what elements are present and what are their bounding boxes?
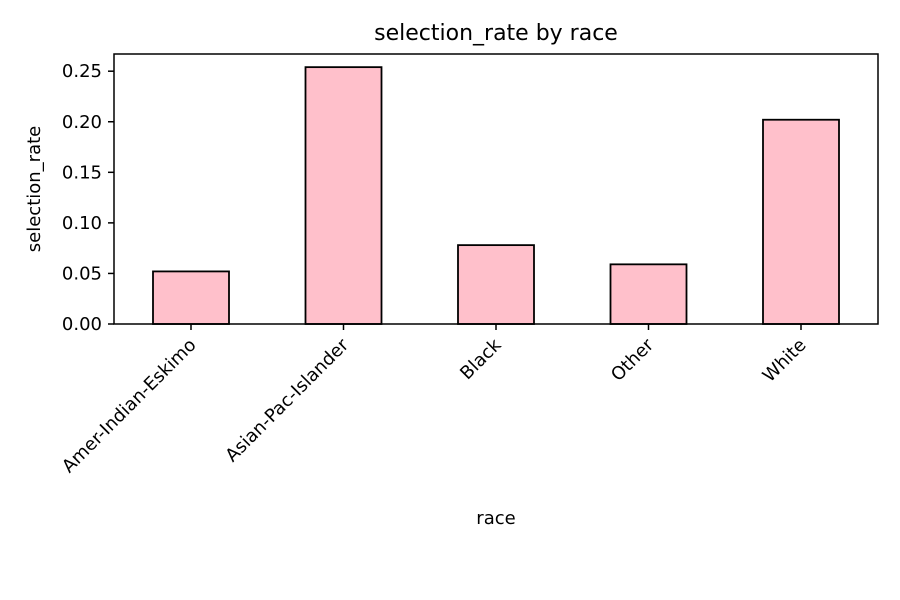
y-tick-label: 0.25 xyxy=(62,61,102,82)
bars-layer xyxy=(152,66,840,325)
bar-other xyxy=(609,263,688,325)
x-tick-label: Amer-Indian-Eskimo xyxy=(58,335,200,477)
y-tick-label: 0.00 xyxy=(62,314,102,335)
bar-black xyxy=(457,244,535,325)
y-tick-label: 0.10 xyxy=(62,213,102,234)
y-axis-ticks: 0.00 0.05 0.10 0.15 0.20 0.25 xyxy=(62,61,114,335)
x-axis-label: race xyxy=(476,508,515,529)
bar-asian-pac-islander xyxy=(304,66,383,325)
y-tick-label: 0.05 xyxy=(62,263,102,284)
plot-area-frame xyxy=(113,53,879,325)
x-axis-ticks: Amer-Indian-Eskimo Asian-Pac-Islander Blac… xyxy=(58,324,811,477)
y-axis-label: selection_rate xyxy=(24,126,45,252)
x-tick-label: Black xyxy=(456,334,506,384)
x-tick-label: White xyxy=(759,335,811,387)
x-tick-label: Other xyxy=(607,334,658,385)
x-tick-label: Asian-Pac-Islander xyxy=(221,334,353,466)
bar-white xyxy=(762,118,840,325)
chart-title: selection_rate by race xyxy=(374,21,618,46)
bar-amer-indian-eskimo xyxy=(152,270,230,325)
y-tick-label: 0.20 xyxy=(62,112,102,133)
y-tick-label: 0.15 xyxy=(62,162,102,183)
